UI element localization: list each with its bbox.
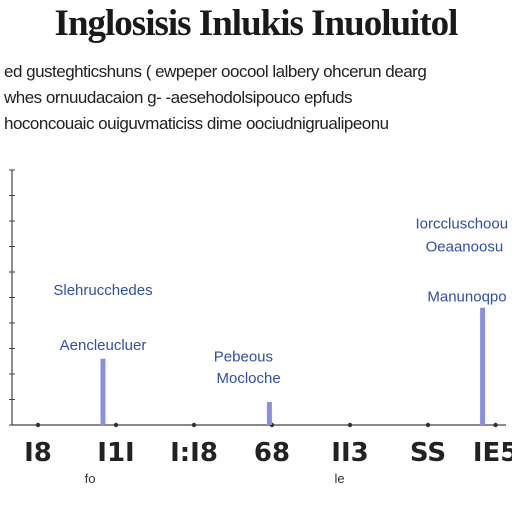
x-tick-dot xyxy=(493,422,498,428)
annotation-label: Manunoqpo xyxy=(427,288,506,305)
bar xyxy=(100,358,106,425)
subtitle-line-1: ed gusteghticshuns ( ewpeper oocool lalb… xyxy=(4,62,427,81)
annotation-label: Iorccluschoou xyxy=(416,216,509,233)
x-tick-dot xyxy=(35,422,41,428)
annotation-label: Slehrucchedes xyxy=(53,282,152,299)
annotation-label: Mocloche xyxy=(216,370,280,387)
bar-chart: Slehrucchedes Aencleucluer Pebeous Mocloche… xyxy=(9,169,512,486)
x-tick-dot xyxy=(191,422,197,428)
chart-bars xyxy=(100,307,486,425)
bar xyxy=(480,307,486,425)
chart-annotations: Slehrucchedes Aencleucluer Pebeous Mocloche… xyxy=(53,216,508,387)
annotation-label: Aencleucluer xyxy=(60,337,147,354)
x-tick-dot xyxy=(425,422,431,428)
x-tick-labels: I8 I1I I:I8 68 II3 SS IE5 fo le xyxy=(24,438,512,486)
x-tick-label: SS xyxy=(410,438,446,468)
subtitle-line-2: whes ornuudacaion g- -aesehodolsipouco e… xyxy=(4,88,352,107)
annotation-label: Pebeous xyxy=(214,348,273,365)
x-tick-label: 68 xyxy=(254,438,290,468)
chart-axes xyxy=(9,169,506,428)
x-sub-label: le xyxy=(335,471,345,486)
x-tick-label: I:I8 xyxy=(170,438,218,468)
x-tick-label: I8 xyxy=(24,438,52,468)
x-sub-label: fo xyxy=(85,471,96,486)
chart-title: Inglosisis Inlukis Inuoluitol xyxy=(54,3,459,44)
x-tick-dot xyxy=(113,422,119,428)
annotation-label: Oeaanoosu xyxy=(426,239,504,256)
x-tick-label: IE5 xyxy=(473,438,512,468)
subtitle-line-3: hoconcouaic ouiguvmaticiss dime oociudni… xyxy=(4,114,389,133)
x-tick-label: II3 xyxy=(331,438,368,468)
x-tick-dot xyxy=(347,422,353,428)
bar xyxy=(266,402,272,425)
x-tick-label: I1I xyxy=(97,438,134,468)
